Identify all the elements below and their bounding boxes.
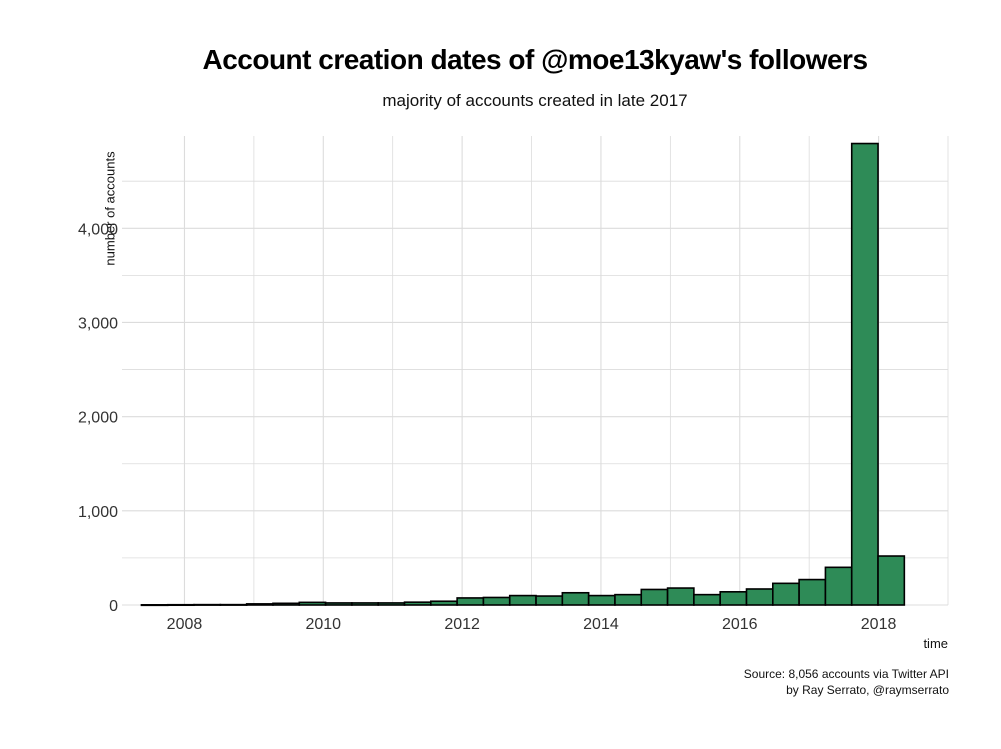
- x-axis-ticks: 2008 2010 2012 2014 2016 2018: [167, 616, 897, 633]
- x-tick-label: 2008: [167, 616, 203, 633]
- histogram-bar: [403, 601, 432, 606]
- histogram-bar: [508, 594, 537, 606]
- histogram-bar: [587, 594, 616, 606]
- histogram-bar: [430, 600, 458, 606]
- x-axis-label: time: [923, 636, 948, 651]
- histogram-bar: [140, 604, 169, 607]
- histogram-bar: [666, 587, 695, 606]
- histogram-bar: [193, 603, 222, 606]
- histogram-bar: [561, 591, 590, 606]
- chart-title: Account creation dates of @moe13kyaw's f…: [202, 44, 868, 75]
- histogram-bar: [798, 578, 827, 606]
- histogram-bar: [719, 591, 748, 606]
- histogram-bar: [272, 602, 301, 606]
- histogram-bar: [850, 142, 879, 606]
- histogram-bar: [324, 602, 353, 606]
- histogram-bar: [482, 596, 511, 606]
- histogram-bar: [824, 566, 853, 606]
- y-tick-label: 3,000: [78, 315, 118, 332]
- histogram-bar: [535, 595, 564, 606]
- caption-line-author: by Ray Serrato, @raymserrato: [786, 683, 949, 697]
- histogram-bar: [614, 593, 643, 606]
- histogram-bar: [745, 588, 774, 606]
- histogram-bar: [245, 603, 274, 606]
- histogram-bar: [351, 602, 379, 606]
- histogram-bar: [377, 602, 406, 606]
- grid-lines: [122, 136, 949, 606]
- y-tick-label: 0: [109, 598, 118, 615]
- x-tick-label: 2018: [861, 616, 897, 633]
- histogram-bar: [877, 555, 906, 606]
- histogram-bar: [772, 582, 800, 606]
- histogram-bar: [219, 603, 248, 606]
- y-tick-label: 4,000: [78, 221, 118, 238]
- histogram-bars: [140, 142, 906, 607]
- x-tick-label: 2014: [583, 616, 619, 633]
- chart-caption: Source: 8,056 accounts via Twitter API b…: [744, 666, 949, 698]
- histogram-bar: [640, 588, 669, 606]
- y-axis-ticks: 0 1,000 2,000 3,000 4,000: [78, 221, 118, 615]
- y-tick-label: 1,000: [78, 504, 118, 521]
- y-tick-label: 2,000: [78, 410, 118, 427]
- x-tick-label: 2016: [722, 616, 758, 633]
- caption-line-source: Source: 8,056 accounts via Twitter API: [743, 667, 949, 681]
- histogram-bar: [166, 603, 195, 607]
- chart-subtitle: majority of accounts created in late 201…: [382, 91, 688, 110]
- x-tick-label: 2010: [305, 616, 341, 633]
- histogram-bar: [456, 597, 485, 606]
- x-tick-label: 2012: [444, 616, 480, 633]
- histogram-bar: [298, 601, 327, 606]
- histogram-bar: [693, 593, 721, 606]
